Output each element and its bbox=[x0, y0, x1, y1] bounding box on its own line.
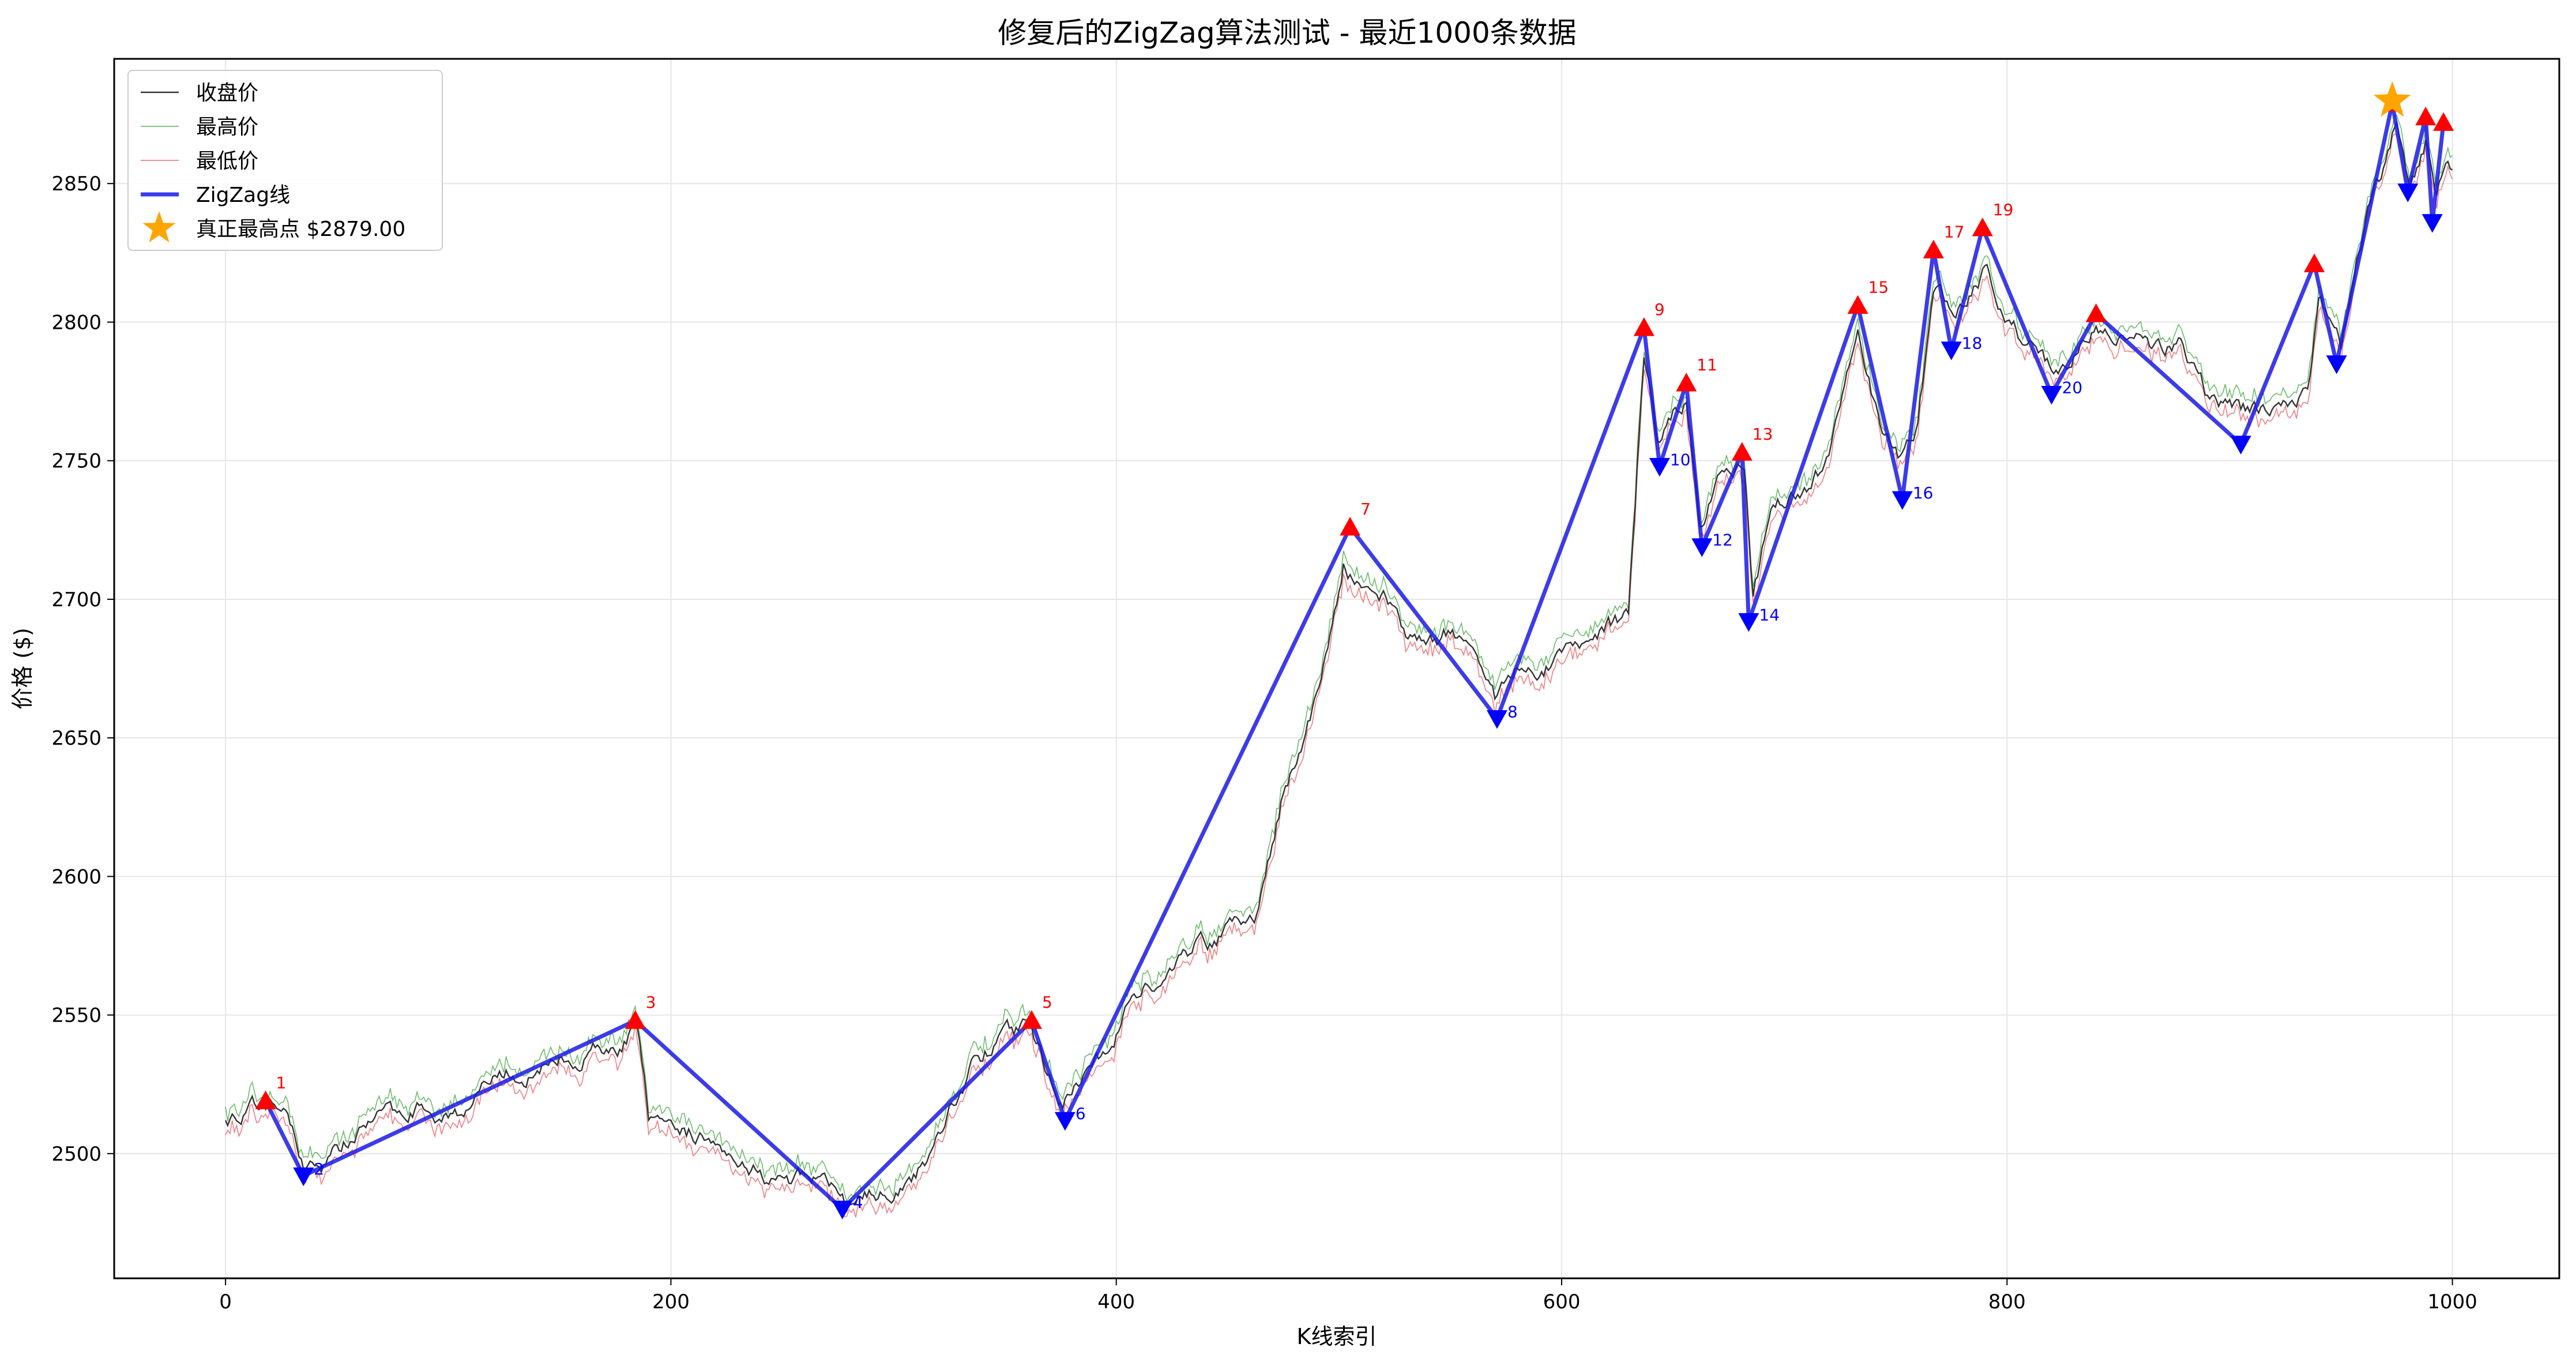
y-tick-label: 2850 bbox=[51, 172, 101, 196]
pivot-label: 18 bbox=[1962, 333, 1983, 352]
pivot-low-marker bbox=[293, 1167, 314, 1187]
pivot-label: 11 bbox=[1697, 355, 1717, 374]
x-tick-label: 400 bbox=[1097, 1290, 1135, 1314]
y-axis-title: 价格 ($) bbox=[10, 628, 35, 710]
pivot-high-marker bbox=[2433, 112, 2454, 131]
pivot-label: 5 bbox=[1042, 993, 1052, 1012]
pivot-label: 17 bbox=[1944, 223, 1965, 242]
pivot-label: 9 bbox=[1654, 300, 1665, 319]
pivot-high-marker bbox=[625, 1010, 646, 1029]
pivot-low-marker bbox=[1649, 457, 1670, 477]
pivot-label: 6 bbox=[1075, 1104, 1086, 1123]
pivot-high-marker bbox=[2085, 303, 2107, 322]
pivot-low-marker bbox=[2326, 355, 2347, 374]
x-axis-title: K线索引 bbox=[1297, 1324, 1377, 1349]
pivot-low-marker bbox=[1738, 613, 1759, 632]
pivot-high-marker bbox=[1847, 295, 1868, 314]
x-tick-label: 0 bbox=[219, 1290, 232, 1314]
y-tick-label: 2550 bbox=[51, 1004, 101, 1027]
x-tick-label: 800 bbox=[1988, 1290, 2026, 1314]
y-tick-label: 2500 bbox=[51, 1143, 101, 1166]
pivot-high-marker bbox=[1676, 373, 1697, 392]
pivot-low-marker bbox=[1891, 491, 1913, 510]
pivot-high-marker bbox=[2304, 253, 2325, 272]
legend-box bbox=[127, 70, 443, 251]
pivot-label: 7 bbox=[1360, 500, 1371, 519]
y-tick-label: 2800 bbox=[51, 311, 101, 334]
legend-peak-swatch bbox=[142, 211, 176, 243]
pivot-label: 3 bbox=[646, 993, 656, 1012]
pivot-label: 2 bbox=[314, 1159, 324, 1179]
axis-ticks: 0 200 400 600 800 100025002550260026502700275… bbox=[51, 172, 2477, 1314]
y-tick-label: 2600 bbox=[51, 865, 101, 888]
pivot-label: 8 bbox=[1507, 702, 1518, 721]
pivot-label: 13 bbox=[1753, 425, 1773, 444]
pivot-low-marker bbox=[1691, 538, 1713, 557]
pivot-low-marker bbox=[2397, 183, 2419, 202]
pivot-label: 14 bbox=[1759, 605, 1780, 624]
legend-high-label: 最高价 bbox=[196, 115, 258, 139]
pivot-high-marker bbox=[1972, 217, 1993, 237]
pivot-high-marker bbox=[1340, 516, 1361, 536]
pivot-high-marker bbox=[1731, 442, 1753, 461]
pivot-low-marker bbox=[1941, 342, 1962, 361]
pivot-low-marker bbox=[2041, 385, 2062, 405]
chart-title: 修复后的ZigZag算法测试 - 最近1000条数据 bbox=[998, 16, 1577, 50]
plot-area-frame bbox=[113, 58, 2560, 1279]
x-tick-label: 200 bbox=[652, 1290, 690, 1314]
y-tick-label: 2750 bbox=[51, 450, 101, 473]
x-tick-label: 600 bbox=[1543, 1290, 1581, 1314]
grid bbox=[114, 59, 2559, 1278]
pivot-high-marker bbox=[1923, 239, 1944, 258]
pivot-high-marker bbox=[255, 1090, 276, 1109]
pivot-low-marker bbox=[2421, 214, 2443, 233]
pivot-label: 16 bbox=[1913, 483, 1934, 502]
low-price-line bbox=[225, 133, 2453, 1218]
pivot-low-marker bbox=[1487, 710, 1508, 729]
pivot-low-marker bbox=[1054, 1112, 1075, 1131]
pivot-high-marker bbox=[2415, 106, 2436, 126]
legend-peak-label: 真正最高点 $2879.00 bbox=[196, 217, 405, 241]
pivot-low-marker bbox=[2230, 436, 2251, 455]
legend-low-label: 最低价 bbox=[196, 149, 258, 173]
pivot-label: 19 bbox=[1993, 200, 2014, 219]
x-tick-label: 1000 bbox=[2427, 1290, 2477, 1314]
pivot-label: 10 bbox=[1670, 450, 1691, 469]
pivot-high-marker bbox=[1633, 317, 1654, 336]
y-tick-label: 2650 bbox=[51, 727, 101, 750]
pivot-label: 12 bbox=[1712, 531, 1733, 550]
y-tick-label: 2700 bbox=[51, 588, 101, 611]
legend-close-label: 收盘价 bbox=[196, 81, 258, 105]
pivot-high-marker bbox=[1021, 1010, 1042, 1029]
pivot-label: 20 bbox=[2062, 378, 2083, 397]
true-peak-star bbox=[2374, 81, 2411, 117]
legend-zigzag-label: ZigZag线 bbox=[196, 183, 290, 207]
pivot-label: 4 bbox=[853, 1193, 863, 1212]
pivot-low-marker bbox=[832, 1200, 853, 1219]
pivot-label: 15 bbox=[1868, 278, 1889, 297]
pivot-label: 1 bbox=[276, 1074, 287, 1093]
